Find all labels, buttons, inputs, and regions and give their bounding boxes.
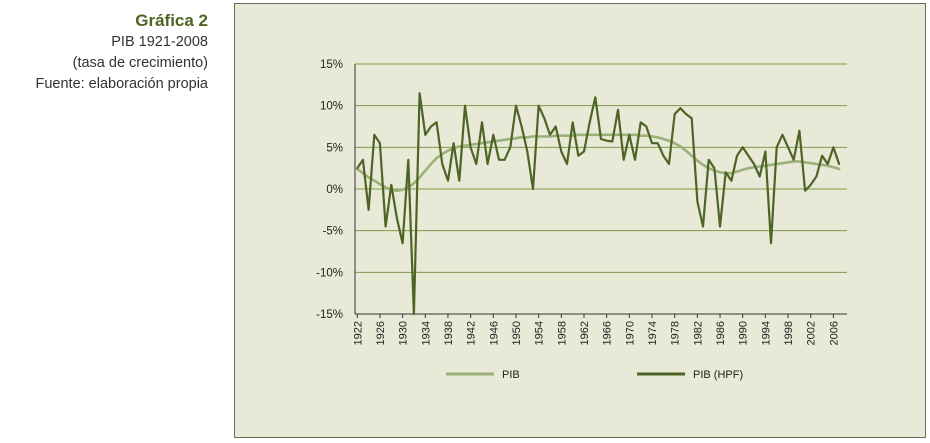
x-tick-label: 1978 — [670, 321, 682, 345]
x-tick-label: 1954 — [534, 321, 546, 345]
legend: PIB PIB (HPF) — [446, 369, 743, 381]
x-tick-label: 1990 — [738, 321, 750, 345]
figure-unit: (tasa de crecimiento) — [72, 55, 208, 71]
x-tick-label: 1986 — [715, 321, 727, 345]
x-tick-label: 1958 — [556, 321, 568, 345]
x-tick-label: 1946 — [488, 321, 500, 345]
grid-lines — [355, 63, 847, 273]
series-line-pib — [356, 133, 841, 192]
y-tick-label: 5% — [326, 142, 343, 154]
axes — [354, 64, 847, 318]
figure-source: Fuente: elaboración propia — [35, 76, 208, 92]
x-tick-label: 1966 — [602, 321, 614, 345]
y-tick-label: -15% — [316, 309, 343, 321]
legend-label: PIB — [502, 369, 520, 381]
x-tick-label: 1942 — [466, 321, 478, 345]
x-tick-label: 1922 — [352, 321, 364, 345]
x-tick-label: 1994 — [760, 321, 772, 345]
x-tick-labels: 1922 1926 1930 1934 1938 1942 1946 1950 1954 1958… — [352, 321, 840, 345]
x-tick-label: 1926 — [375, 321, 387, 345]
x-tick-label: 1970 — [624, 321, 636, 345]
series-lines — [356, 92, 841, 316]
figure-subtitle: PIB 1921-2008 — [111, 34, 208, 50]
y-tick-label: 0% — [326, 184, 343, 196]
figure-caption: Gráfica 2 PIB 1921-2008 (tasa de crecimi… — [0, 10, 208, 95]
x-tick-label: 1974 — [647, 321, 659, 345]
series-line-pib-hpf — [356, 92, 841, 316]
y-tick-labels: 15% 10% 5% 0% -5% -10% -15% — [316, 59, 343, 321]
x-tick-label: 2006 — [828, 321, 840, 345]
chart-panel — [234, 3, 926, 438]
y-tick-label: -10% — [316, 267, 343, 279]
x-tick-label: 1938 — [443, 321, 455, 345]
y-tick-label: -5% — [323, 226, 343, 238]
x-tick-label: 1950 — [511, 321, 523, 345]
x-tick-label: 1982 — [692, 321, 704, 345]
x-tick-label: 1962 — [579, 321, 591, 345]
y-tick-label: 10% — [320, 101, 343, 113]
legend-label: PIB (HPF) — [693, 369, 743, 381]
x-tick-label: 2002 — [806, 321, 818, 345]
x-tick-label: 1930 — [398, 321, 410, 345]
figure-title: Gráfica 2 — [135, 11, 208, 30]
x-tick-label: 1934 — [420, 321, 432, 345]
growth-line-chart: 15%10%5%0%-5%-10%-15% 1922 1926 1930 1934 19… — [316, 59, 847, 381]
y-tick-label: 15% — [320, 59, 343, 71]
x-tick-label: 1998 — [783, 321, 795, 345]
